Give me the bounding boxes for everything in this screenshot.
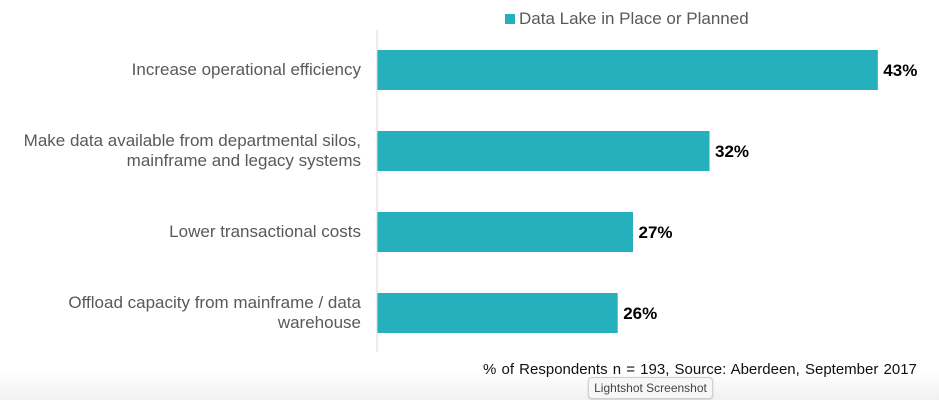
legend-swatch — [505, 14, 515, 24]
data-label: 26% — [623, 304, 657, 323]
legend: Data Lake in Place or Planned — [505, 9, 749, 29]
category-label-line: Offload capacity from mainframe / data — [68, 293, 361, 312]
category-label-line: Make data available from departmental si… — [23, 131, 361, 150]
category-label: Offload capacity from mainframe / data wa… — [68, 293, 361, 333]
bar — [377, 293, 618, 333]
data-label: 27% — [639, 223, 673, 242]
legend-label: Data Lake in Place or Planned — [519, 9, 749, 28]
data-label: 43% — [883, 61, 917, 80]
chart-footnote: % of Respondents n = 193, Source: Aberde… — [483, 361, 917, 378]
bar — [377, 212, 634, 252]
lightshot-tooltip: Lightshot Screenshot — [588, 377, 713, 399]
category-label-line: Increase operational efficiency — [131, 60, 361, 79]
bar — [377, 131, 710, 171]
data-label: 32% — [715, 142, 749, 161]
category-label-line: Lower transactional costs — [169, 222, 361, 241]
bottom-bar — [0, 372, 939, 400]
category-label-line: mainframe and legacy systems — [126, 151, 361, 170]
category-label: Make data available from departmental si… — [24, 131, 361, 171]
category-label: Lower transactional costs — [169, 222, 361, 242]
category-label: Increase operational efficiency — [132, 60, 361, 80]
category-label-line: warehouse — [277, 313, 361, 332]
bar — [377, 50, 878, 90]
